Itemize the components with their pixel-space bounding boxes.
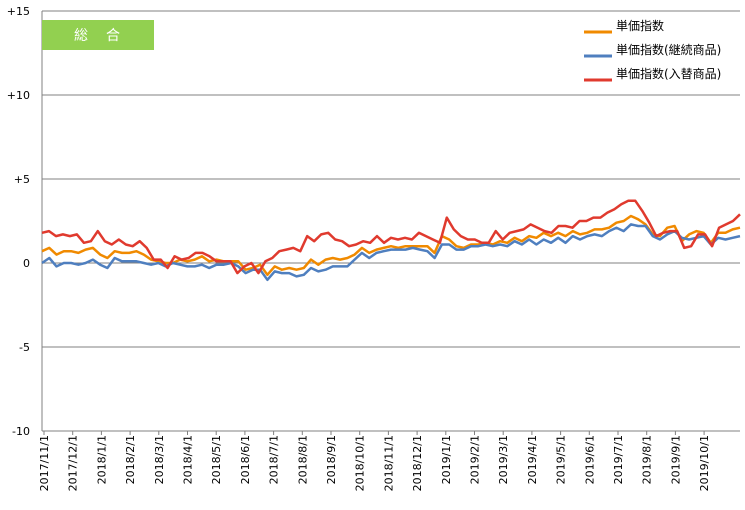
y-tick-label: +5 [14,173,30,186]
x-tick-label: 2019/7/1 [612,435,625,484]
x-tick-label: 2018/8/1 [296,435,309,484]
x-tick-label: 2017/12/1 [67,435,80,491]
legend-entry: 単価指数(継続商品) [616,42,721,57]
x-tick-label: 2018/3/1 [153,435,166,484]
x-axis-tick-labels: 2017/11/1 2017/12/1 2018/1/1 2018/2/1 2018/3… [38,431,711,491]
x-tick-label: 2019/6/1 [583,435,596,484]
x-tick-label: 2019/10/1 [698,435,711,491]
series-line-1 [41,223,741,282]
x-tick-label: 2019/1/1 [440,435,453,484]
x-tick-label: 2019/3/1 [497,435,510,484]
x-tick-label: 2018/5/1 [210,435,223,484]
x-tick-label: 2018/11/1 [382,435,395,491]
x-tick-label: 2018/9/1 [325,435,338,484]
legend-entry: 単価指数 [616,18,664,33]
x-tick-label: 2018/10/1 [354,435,367,491]
x-tick-label: 2019/5/1 [555,435,568,484]
series-line-2 [41,199,741,275]
y-tick-label: -10 [12,425,30,438]
x-tick-label: 2019/2/1 [469,435,482,484]
x-tick-label: 2018/4/1 [182,435,195,484]
x-tick-label: 2018/6/1 [239,435,252,484]
x-tick-label: 2017/11/1 [38,435,51,491]
badge-text: 総 合 [74,28,122,44]
x-tick-label: 2019/4/1 [526,435,539,484]
legend-entry: 単価指数(入替商品) [616,66,721,81]
chart-badge: 総 合 [42,20,154,50]
series-line-0 [41,214,741,277]
x-tick-label: 2018/12/1 [411,435,424,491]
series-lines [41,199,741,282]
x-tick-label: 2019/9/1 [669,435,682,484]
x-tick-label: 2018/1/1 [95,435,108,484]
y-tick-label: 0 [23,257,30,270]
badge-background [42,20,154,50]
y-axis-tick-labels: +15 +10 +5 0 -5 -10 [7,5,30,438]
y-tick-label: +15 [7,5,30,18]
x-tick-label: 2019/8/1 [641,435,654,484]
y-tick-label: +10 [7,89,30,102]
x-tick-label: 2018/2/1 [124,435,137,484]
x-tick-label: 2018/7/1 [268,435,281,484]
y-tick-label: -5 [19,341,30,354]
